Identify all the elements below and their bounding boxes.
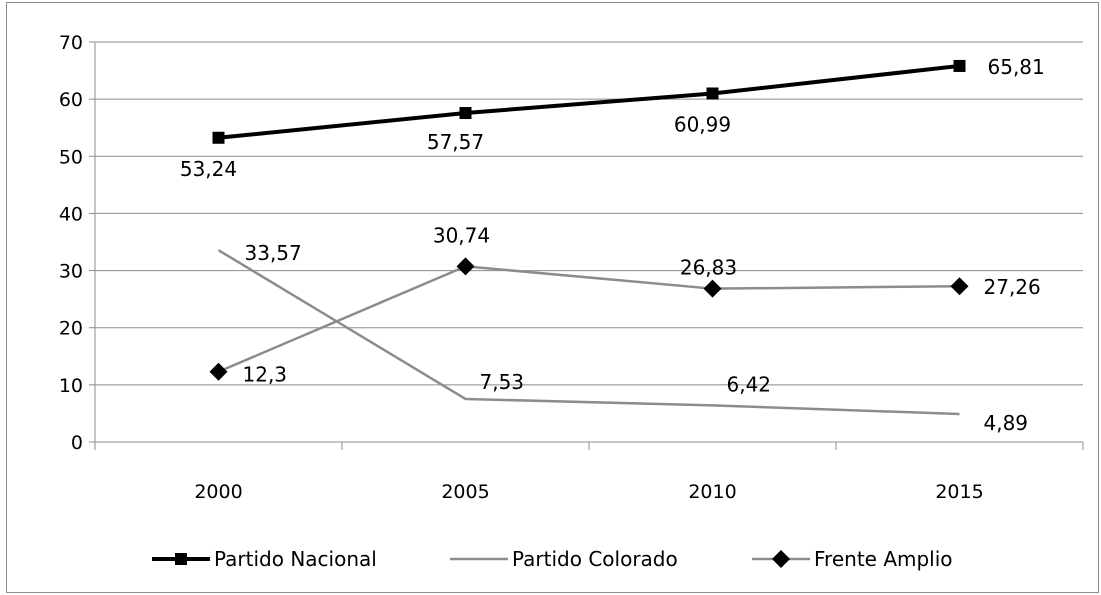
series-markers: [209, 59, 969, 381]
data-label: 60,99: [674, 112, 731, 136]
y-tick-label: 40: [59, 203, 83, 225]
data-point-0-1: [459, 107, 472, 120]
y-tick-label: 70: [59, 32, 83, 54]
legend-label: Partido Colorado: [512, 547, 678, 571]
data-labels: 53,24 57,57 60,99 65,81 33,57 7,53 6,42 4,89 12,…: [180, 55, 1045, 435]
y-tick-label: 0: [71, 432, 83, 454]
data-point-2-0: [209, 362, 228, 381]
y-tick-label: 10: [59, 375, 83, 397]
data-point-0-2: [706, 87, 719, 100]
gridlines: [95, 41, 1083, 386]
series-line-1: [217, 249, 960, 416]
data-point-0-3: [953, 59, 966, 72]
data-label: 4,89: [984, 411, 1029, 435]
chart-frame: [6, 2, 1099, 593]
data-label: 12,3: [243, 363, 288, 387]
series-line-0: [218, 63, 960, 140]
x-tick-label: 2005: [441, 481, 489, 503]
data-label: 27,26: [984, 275, 1041, 299]
data-label: 33,57: [245, 241, 302, 265]
data-point-2-3: [950, 277, 969, 296]
legend-marker-2: [772, 550, 790, 568]
y-tick-label: 50: [59, 146, 83, 168]
y-tick-label: 30: [59, 261, 83, 283]
data-label: 6,42: [727, 372, 772, 396]
y-tick-label: 60: [59, 89, 83, 111]
series-lines: [217, 63, 960, 416]
axes: 0 10 20 30 40 50 60 70 2000 2005 2010 2015: [59, 32, 1084, 503]
data-point-0-0: [212, 131, 225, 144]
data-label: 53,24: [180, 157, 237, 181]
x-tick-label: 2000: [194, 481, 242, 503]
data-label: 65,81: [988, 55, 1045, 79]
x-tick-label: 2015: [935, 481, 983, 503]
series-line-2: [218, 265, 960, 373]
data-label: 7,53: [480, 370, 525, 394]
data-label: 26,83: [680, 256, 737, 280]
legend-label: Frente Amplio: [814, 547, 953, 571]
y-tick-label: 20: [59, 318, 83, 340]
legend-label: Partido Nacional: [214, 547, 377, 571]
x-tick-label: 2010: [688, 481, 736, 503]
data-label: 30,74: [433, 223, 490, 247]
data-point-2-1: [456, 257, 475, 276]
data-point-2-2: [703, 279, 722, 298]
data-label: 57,57: [427, 130, 484, 154]
legend-marker-0: [175, 553, 187, 565]
legend: Partido Nacional Partido Colorado Frente A…: [152, 547, 953, 571]
